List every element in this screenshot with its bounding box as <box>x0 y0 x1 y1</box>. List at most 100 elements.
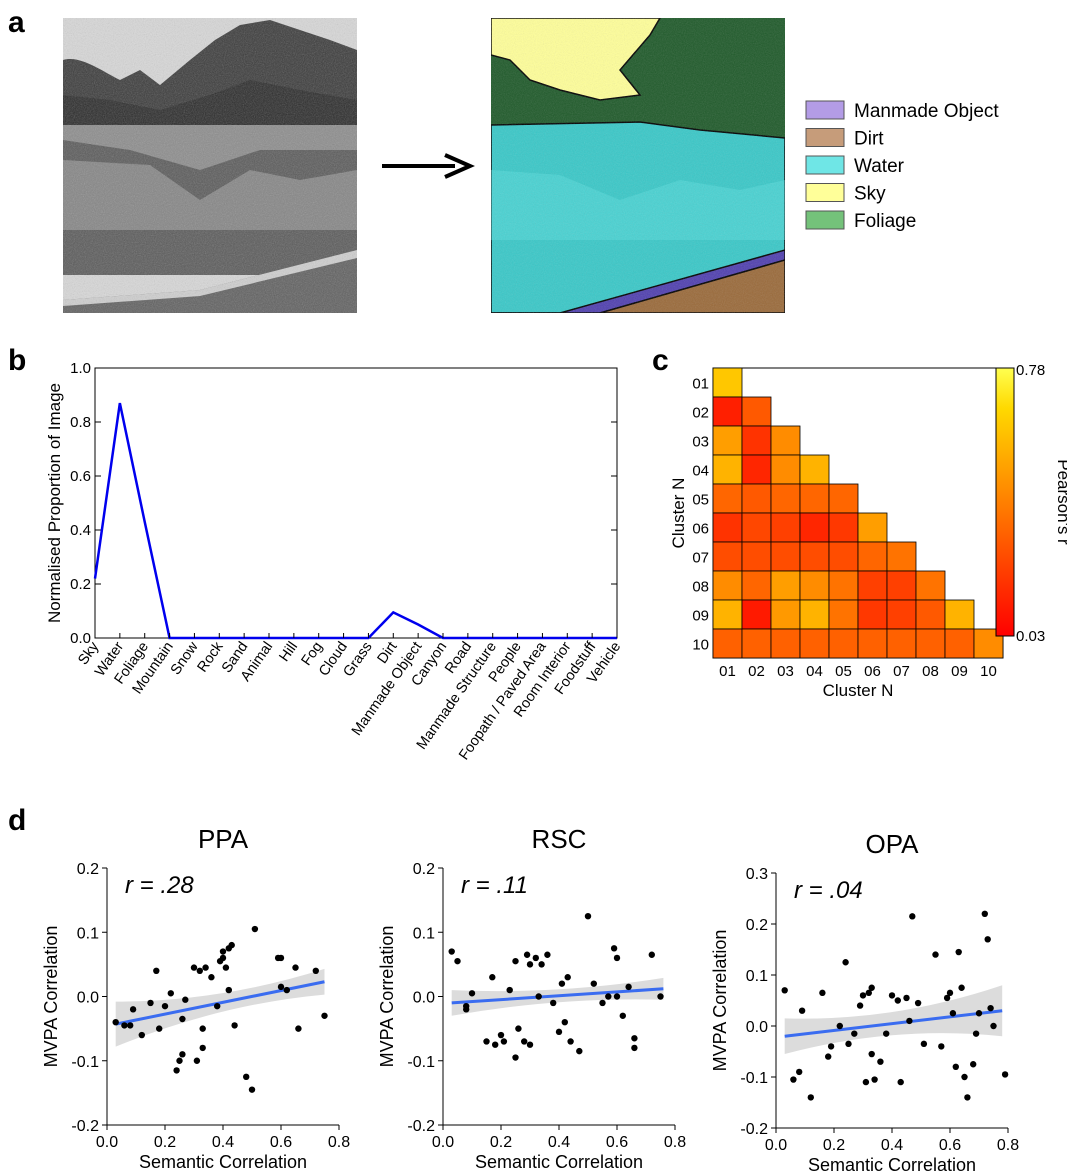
data-point <box>532 954 539 962</box>
y-axis-label: MVPA Correlation <box>41 926 61 1068</box>
correlation-annotation: r = .04 <box>794 877 863 904</box>
heatmap-cell <box>712 425 743 456</box>
y-tick-label: -0.2 <box>71 1118 99 1135</box>
heatmap-cell <box>799 599 830 630</box>
data-point <box>521 1038 528 1045</box>
x-tick-label: Snow <box>168 639 202 678</box>
data-point <box>138 1031 145 1039</box>
heatmap-cell <box>915 628 946 659</box>
heatmap-cell <box>712 599 743 630</box>
heatmap-cell <box>799 628 830 659</box>
correlation-annotation: r = .28 <box>125 872 194 899</box>
heatmap-cell <box>828 541 859 572</box>
data-point <box>868 1050 875 1058</box>
data-point <box>796 1068 803 1076</box>
heatmap-cell <box>915 570 946 601</box>
data-point <box>914 999 922 1007</box>
heatmap-cell <box>770 541 801 572</box>
x-tick-label: 0.2 <box>490 1134 512 1151</box>
row-label: 02 <box>692 405 709 422</box>
confidence-band <box>115 968 325 1047</box>
heatmap-cell <box>828 512 859 543</box>
x-tick-label: 0.8 <box>997 1137 1019 1154</box>
x-tick-label: 0.6 <box>270 1134 292 1151</box>
correlation-annotation: r = .11 <box>461 872 528 899</box>
data-point <box>448 948 455 955</box>
heatmap-cell <box>770 599 801 630</box>
heatmap-cell <box>770 512 801 543</box>
data-point <box>295 1025 302 1032</box>
data-point <box>277 983 285 991</box>
y-axis-label: MVPA Correlation <box>377 926 397 1068</box>
data-point <box>179 1051 186 1058</box>
row-label: 07 <box>692 550 709 567</box>
data-point <box>958 984 965 991</box>
x-tick-label: 0.2 <box>823 1137 845 1154</box>
regression-line <box>784 1009 1003 1038</box>
heatmap-cell <box>741 512 772 543</box>
data-point <box>1001 1071 1009 1078</box>
data-point <box>613 993 621 1000</box>
y-tick-label: 0.0 <box>413 990 435 1007</box>
data-point <box>228 941 235 949</box>
y-tick-label: 0.2 <box>77 861 99 878</box>
row-label: 04 <box>692 463 709 480</box>
data-point <box>483 1038 490 1045</box>
heatmap-cell <box>828 628 859 659</box>
heatmap-cell <box>741 425 772 456</box>
y-tick-label: 0.8 <box>70 414 91 431</box>
data-point <box>208 974 215 981</box>
data-point <box>199 1025 206 1032</box>
data-point <box>512 1054 519 1061</box>
heatmap-cell <box>828 483 859 514</box>
heatmap-cell <box>741 396 772 427</box>
data-point <box>222 964 230 971</box>
x-tick-label: 0.0 <box>765 1137 787 1154</box>
plot-frame <box>94 367 618 639</box>
heatmap-cell <box>770 454 801 485</box>
heatmap-cell <box>741 570 772 601</box>
heatmap-cell <box>770 425 801 456</box>
heatmap-cell <box>741 599 772 630</box>
x-tick-label: 0.0 <box>96 1134 118 1151</box>
data-point <box>990 1022 997 1030</box>
heatmap-cell <box>712 541 743 572</box>
data-point <box>605 993 612 1000</box>
data-point <box>463 1006 470 1013</box>
data-point <box>964 1094 971 1101</box>
x-tick-label: 0.0 <box>432 1134 454 1151</box>
heatmap-cell <box>799 541 830 572</box>
class-proportion-line-chart: 0.00.20.40.60.81.0SkyWaterFoliageMountai… <box>45 360 624 763</box>
y-tick-label: 0.4 <box>70 522 91 539</box>
data-point <box>946 989 954 997</box>
data-point <box>161 1002 169 1010</box>
data-point <box>127 1022 134 1029</box>
x-tick-label: 0.2 <box>154 1134 176 1151</box>
data-point <box>807 1094 814 1101</box>
x-tick-label: Hill <box>276 639 301 665</box>
data-point <box>558 980 566 987</box>
data-point <box>277 954 285 962</box>
data-point <box>500 1038 508 1045</box>
transform-arrow <box>382 153 475 179</box>
heatmap-cell <box>886 599 917 630</box>
data-point <box>112 1019 119 1026</box>
heatmap-cell <box>741 483 772 514</box>
data-point <box>199 1044 206 1052</box>
y-tick-label: 0.1 <box>746 968 768 985</box>
data-point <box>225 986 232 994</box>
data-point <box>909 913 916 920</box>
legend-label: Foliage <box>854 211 916 232</box>
y-tick-label: -0.2 <box>407 1118 435 1135</box>
column-label: 07 <box>893 663 910 680</box>
data-point <box>497 1031 505 1039</box>
data-point <box>842 959 849 966</box>
data-point <box>781 987 788 994</box>
data-point <box>214 1002 221 1010</box>
data-point <box>544 951 551 958</box>
x-axis-label: Semantic Correlation <box>475 1152 643 1172</box>
data-point <box>871 1076 878 1083</box>
heatmap-cell <box>712 454 743 485</box>
